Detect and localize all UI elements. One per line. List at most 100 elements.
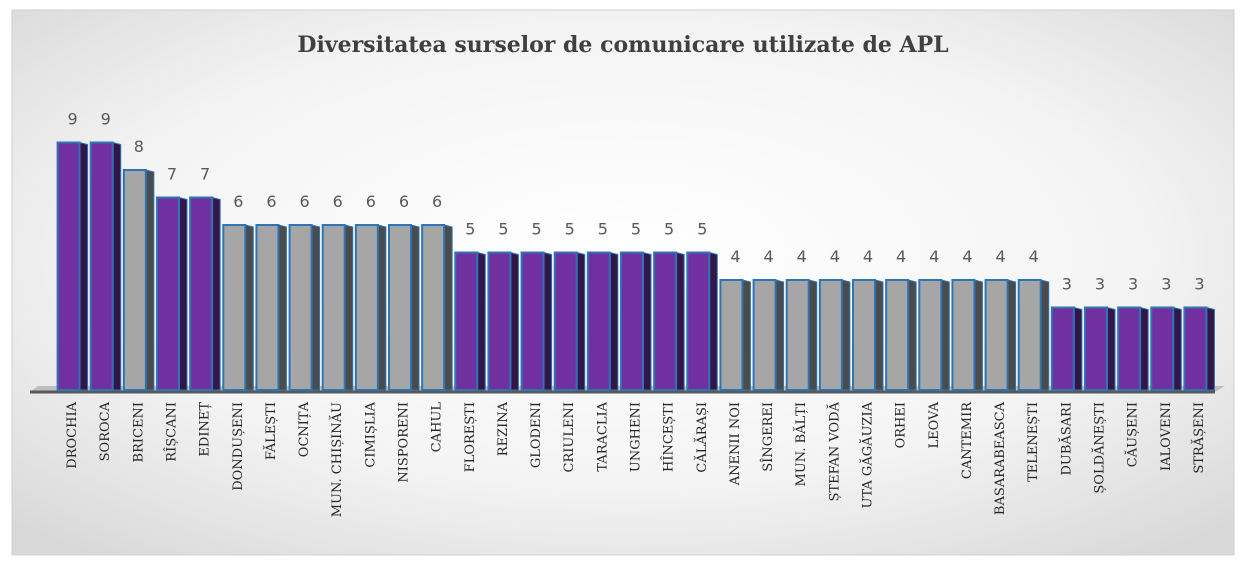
bar-side xyxy=(211,196,221,391)
bar xyxy=(321,224,346,391)
bar-side xyxy=(1205,306,1215,391)
bar-side xyxy=(940,279,950,391)
bar xyxy=(1117,306,1142,391)
value-label: 4 xyxy=(730,247,740,266)
x-tick-label: REZINA xyxy=(496,401,511,456)
bar-side xyxy=(244,224,254,391)
bar xyxy=(454,251,479,391)
chart-title: Diversitatea surselor de comunicare util… xyxy=(297,32,948,58)
value-label: 6 xyxy=(399,192,409,211)
bar-side xyxy=(907,279,917,391)
bar-side xyxy=(1172,306,1182,391)
bar xyxy=(785,279,810,391)
bar-side xyxy=(775,279,785,391)
value-label: 5 xyxy=(598,220,608,239)
bar xyxy=(388,224,412,391)
x-tick-label: FLOREȘTI xyxy=(463,402,478,472)
bar-side xyxy=(377,224,387,391)
value-label: 6 xyxy=(366,192,376,211)
value-label: 4 xyxy=(929,247,939,266)
value-label: 5 xyxy=(565,220,575,239)
bar xyxy=(620,251,644,391)
value-label: 4 xyxy=(1029,247,1039,266)
bar-side xyxy=(973,279,983,391)
value-label: 6 xyxy=(266,192,276,211)
x-tick-label: MUN. CHIȘINĂU xyxy=(329,402,345,517)
x-tick-label: CIMIȘLIA xyxy=(363,401,378,467)
bar xyxy=(122,169,147,391)
value-label: 6 xyxy=(432,192,442,211)
x-tick-label: BRICENI xyxy=(131,402,146,462)
bar xyxy=(354,224,379,391)
value-label: 4 xyxy=(995,247,1005,266)
value-label: 7 xyxy=(167,165,177,184)
bar-side xyxy=(277,224,287,391)
x-tick-label: CAHUL xyxy=(430,402,445,453)
value-label: 6 xyxy=(333,192,343,211)
value-label: 3 xyxy=(1062,275,1072,294)
bar-side xyxy=(476,251,486,391)
value-label: 4 xyxy=(962,247,972,266)
bar xyxy=(1183,306,1208,391)
value-label: 9 xyxy=(67,110,77,129)
x-tick-label: ȘTEFAN VODĂ xyxy=(826,401,842,501)
bar xyxy=(520,251,545,391)
bar-side xyxy=(509,251,519,391)
x-tick-label: RÎȘCANI xyxy=(164,402,180,462)
bar xyxy=(255,224,280,391)
value-label: 3 xyxy=(1161,275,1171,294)
x-tick-label: TARACLIA xyxy=(595,401,610,471)
value-label: 5 xyxy=(465,220,475,239)
bar xyxy=(818,279,843,391)
bar-side xyxy=(344,224,354,391)
bar xyxy=(918,279,943,391)
value-label: 4 xyxy=(797,247,807,266)
bar-side xyxy=(642,251,652,391)
bar-side xyxy=(609,251,619,391)
bar xyxy=(56,141,81,391)
bar-side xyxy=(145,169,155,391)
bar xyxy=(421,224,446,391)
bar-side xyxy=(311,224,321,391)
x-tick-label: SOROCA xyxy=(98,401,113,461)
x-tick-label: MUN. BĂLȚI xyxy=(793,402,809,486)
bar-side xyxy=(1007,279,1017,391)
x-tick-label: DROCHIA xyxy=(65,401,80,468)
bar xyxy=(288,224,313,391)
bar xyxy=(553,251,578,391)
bar xyxy=(89,141,114,391)
value-label: 9 xyxy=(101,110,111,129)
bar-side xyxy=(1106,306,1116,391)
value-label: 4 xyxy=(763,247,773,266)
x-tick-label: CĂLĂRAȘI xyxy=(694,402,710,473)
bar xyxy=(1084,306,1108,391)
x-tick-label: STRĂȘENI xyxy=(1191,402,1207,474)
bar xyxy=(1017,279,1042,391)
value-label: 7 xyxy=(200,165,210,184)
bar xyxy=(487,251,512,391)
bar xyxy=(852,279,876,391)
value-label: 3 xyxy=(1095,275,1105,294)
bar-side xyxy=(874,279,884,391)
value-label: 4 xyxy=(830,247,840,266)
bar-side xyxy=(1139,306,1149,391)
bar-side xyxy=(708,251,718,391)
bar-side xyxy=(1040,279,1050,391)
x-tick-label: UTA GĂGĂUZIA xyxy=(860,401,876,508)
value-label: 5 xyxy=(631,220,641,239)
x-tick-label: LEOVA xyxy=(927,401,942,448)
bar xyxy=(222,224,247,391)
bar xyxy=(719,279,744,391)
bar-side xyxy=(543,251,553,391)
value-label: 5 xyxy=(664,220,674,239)
x-tick-label: EDINEȚ xyxy=(198,402,213,457)
x-tick-label: GLODENI xyxy=(529,402,544,468)
value-label: 6 xyxy=(233,192,243,211)
bar-side xyxy=(741,279,751,391)
bar-side xyxy=(808,279,818,391)
x-tick-label: CRIULENI xyxy=(562,402,577,472)
bar-side xyxy=(112,141,122,391)
value-label: 5 xyxy=(697,220,707,239)
bar xyxy=(885,279,910,391)
bar-side xyxy=(1073,306,1083,391)
